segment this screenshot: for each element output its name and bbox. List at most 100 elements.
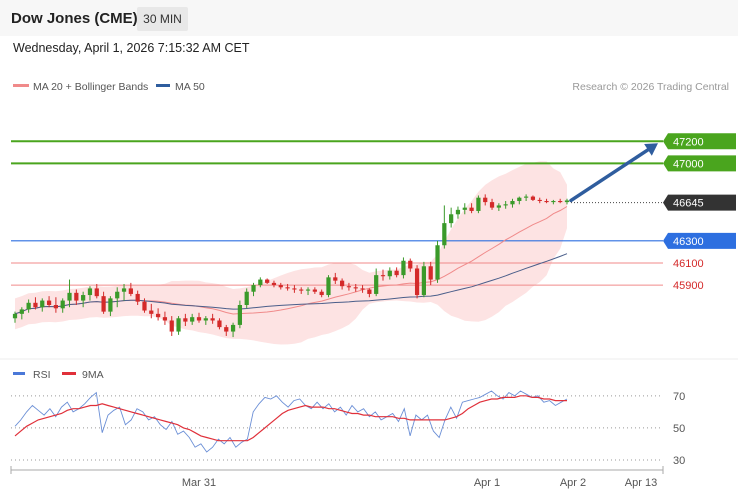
candle-body (449, 214, 454, 224)
level-47200-label: 47200 (673, 136, 704, 148)
candle (476, 195, 481, 214)
candle (108, 296, 113, 317)
level-46645-tag (663, 194, 736, 211)
candle-body (33, 302, 38, 308)
candle-body (530, 196, 536, 200)
level-47000-tag (663, 155, 736, 172)
candle-body (299, 289, 304, 291)
candle-body (319, 291, 324, 296)
candle-body (346, 286, 352, 288)
candle (46, 296, 52, 308)
candle-body (251, 285, 256, 292)
candle-body (81, 295, 86, 301)
candle (101, 291, 106, 314)
candle (558, 198, 563, 204)
candle (353, 283, 358, 292)
candle-body (26, 302, 31, 310)
candle (326, 275, 331, 298)
level-47200-tag (663, 133, 736, 150)
timeframe-button[interactable]: 30 MIN (137, 7, 188, 31)
candle (544, 198, 549, 204)
candle (12, 311, 18, 323)
candle (442, 205, 447, 249)
candle (121, 283, 127, 301)
candle (115, 287, 120, 308)
candle-body (265, 279, 270, 283)
candle (333, 272, 338, 284)
candle (176, 316, 181, 335)
candle (503, 201, 508, 209)
candle (401, 257, 406, 279)
candle (224, 324, 229, 336)
candle-body (435, 245, 440, 280)
candle (299, 287, 304, 294)
candle (135, 290, 140, 305)
candle-body (176, 318, 181, 332)
candle-body (237, 305, 243, 325)
candle (265, 278, 270, 284)
candle (523, 194, 529, 201)
candle (278, 282, 283, 290)
rsi-line (14, 390, 568, 453)
candle-body (544, 201, 549, 203)
candle-body (292, 288, 297, 290)
bollinger-band-layer (15, 161, 567, 345)
candle-body (285, 287, 290, 289)
candle-body (190, 317, 195, 322)
candle-body (401, 260, 406, 276)
candle-body (196, 317, 202, 321)
candle-body (333, 277, 338, 281)
price-labels: 47200 47000 46645 46300 46100 45900 (663, 133, 736, 292)
candle-body (339, 280, 345, 287)
level-46300-tag (663, 232, 736, 249)
level-46645-label: 46645 (673, 198, 704, 210)
candle-body (203, 318, 208, 321)
candle-body (135, 293, 140, 302)
candle (162, 311, 168, 325)
candle (196, 312, 202, 323)
level-45900-label: 45900 (673, 280, 704, 292)
candle (183, 313, 188, 327)
candle-body (19, 309, 24, 314)
level-46300-label: 46300 (673, 236, 704, 248)
candle-body (74, 292, 79, 301)
rsi-ma-legend-label: 9MA (82, 369, 104, 381)
candle-body (483, 197, 488, 203)
candles (12, 194, 570, 338)
candle (142, 298, 147, 313)
candle (169, 316, 174, 336)
candle (374, 268, 379, 297)
timestamp: Wednesday, April 1, 2026 7:15:32 AM CET (13, 41, 250, 55)
candle-body (244, 291, 249, 305)
candle (244, 288, 249, 309)
ma50-legend-label: MA 50 (175, 81, 205, 93)
candle-body (121, 288, 127, 292)
candle-body (67, 292, 72, 301)
candle-body (367, 289, 372, 294)
candle-body (12, 313, 18, 319)
candle-body (455, 209, 461, 215)
candle (251, 282, 256, 297)
candle-body (162, 317, 168, 321)
candle (496, 203, 501, 211)
candle (517, 196, 522, 205)
candle (510, 198, 515, 208)
candle (67, 279, 72, 308)
candle (449, 207, 454, 228)
candle-body (537, 199, 542, 201)
candle-body (183, 318, 188, 322)
candle-body (149, 310, 154, 314)
candle (339, 278, 345, 290)
candle-body (394, 270, 399, 276)
candle-body (510, 201, 515, 205)
candle-body (230, 324, 236, 332)
candle (258, 277, 263, 288)
candle-body (312, 289, 317, 292)
candle-body (414, 268, 420, 296)
bollinger-band (15, 161, 567, 345)
candle (428, 261, 433, 286)
candle-body (428, 266, 433, 280)
candle-body (503, 204, 508, 206)
candle-body (128, 288, 133, 294)
candle (462, 203, 467, 215)
